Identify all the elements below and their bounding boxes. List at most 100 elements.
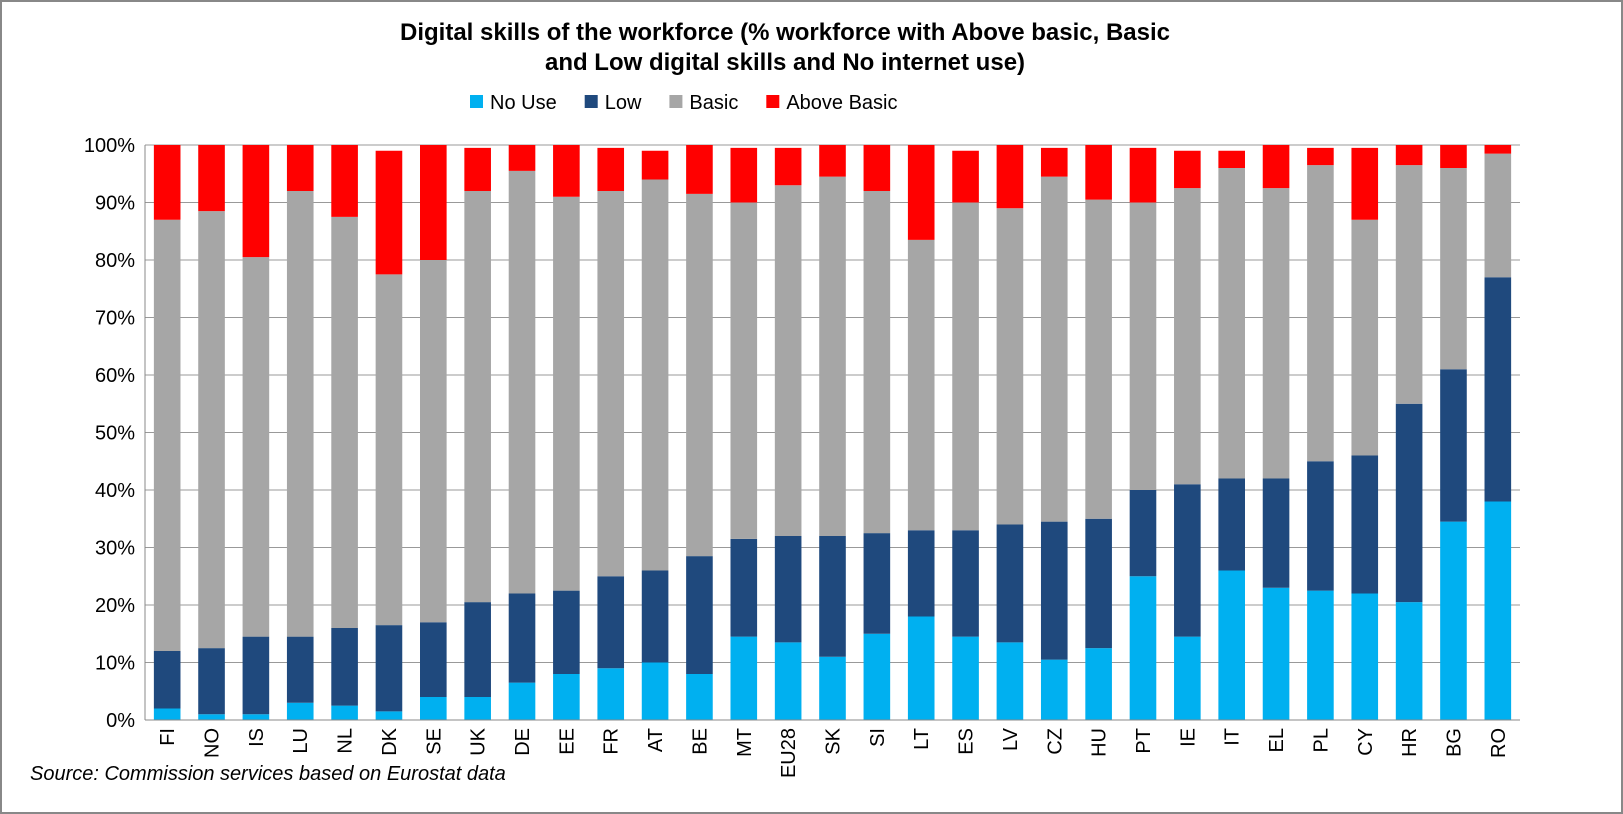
x-tick-label: IE: [1177, 728, 1199, 747]
bar-segment: [508, 170, 536, 594]
x-tick-label: BG: [1443, 728, 1465, 757]
bar-segment: [774, 147, 802, 186]
bar-segment: [1484, 501, 1512, 720]
bar-segment: [375, 711, 403, 720]
bar-segment: [730, 147, 758, 203]
bar-segment: [420, 260, 447, 623]
bar-segment: [198, 211, 225, 649]
x-tick-label: CY: [1355, 728, 1377, 756]
bar-segment: [286, 636, 314, 703]
bar-segment: [1262, 587, 1290, 720]
bar-segment: [420, 697, 447, 720]
bar-segment: [819, 145, 846, 177]
bar-segment: [641, 662, 669, 720]
bar-segment: [774, 642, 802, 720]
y-tick-label: 70%: [95, 308, 135, 330]
bar-segment: [464, 191, 491, 603]
bar-segment: [641, 570, 669, 663]
bar-segment: [1218, 478, 1245, 571]
bar-segment: [1129, 576, 1157, 720]
bar-segment: [1440, 145, 1467, 168]
bar-segment: [1351, 147, 1379, 220]
y-tick-label: 20%: [95, 595, 135, 617]
bar-segment: [952, 202, 979, 531]
bar-segment: [1040, 659, 1068, 720]
bar-segment: [1395, 602, 1423, 720]
bar-segment: [464, 697, 491, 720]
x-tick-label: EU28: [778, 728, 800, 778]
bar-segment: [1085, 145, 1112, 200]
x-tick-label: DK: [379, 727, 401, 755]
bar-segment: [553, 674, 580, 720]
x-tick-label: PL: [1310, 728, 1332, 752]
bar-segment: [774, 536, 802, 643]
bar-segment: [1484, 277, 1512, 502]
bar-segment: [730, 202, 758, 539]
legend-swatch: [470, 95, 483, 108]
x-tick-label: NL: [335, 728, 357, 754]
bar-segment: [597, 191, 625, 577]
bar-segment: [597, 576, 625, 669]
bar-segment: [1395, 403, 1423, 603]
chart-title: and Low digital skills and No internet u…: [545, 49, 1025, 76]
bar-segment: [819, 656, 846, 720]
bar-segment: [730, 636, 758, 720]
y-tick-label: 40%: [95, 480, 135, 502]
bar-segment: [996, 524, 1024, 643]
x-tick-label: DE: [512, 728, 534, 756]
y-tick-label: 30%: [95, 538, 135, 560]
bar-segment: [641, 150, 669, 180]
bar-segment: [1262, 145, 1290, 189]
legend-swatch: [766, 95, 780, 108]
bar-segment: [952, 150, 979, 203]
bar-segment: [774, 185, 802, 536]
bar-segment: [198, 145, 225, 212]
bar-segment: [819, 176, 846, 536]
bar-segment: [198, 714, 225, 720]
bar-segment: [863, 633, 891, 720]
bar-segment: [1129, 202, 1157, 490]
y-tick-label: 100%: [84, 135, 135, 157]
bar-segment: [907, 616, 935, 720]
bar-segment: [508, 593, 536, 683]
bar-segment: [1262, 478, 1290, 588]
bar-segment: [420, 622, 447, 697]
bar-segment: [1307, 165, 1334, 462]
bar-segment: [1351, 455, 1379, 594]
bar-segment: [153, 708, 181, 720]
bar-segment: [597, 668, 625, 720]
x-tick-label: FI: [157, 728, 179, 746]
bar-segment: [242, 257, 270, 637]
bar-segment: [1351, 593, 1379, 720]
bar-segment: [420, 145, 447, 260]
bar-segment: [686, 556, 713, 674]
bar-segment: [996, 642, 1024, 720]
bar-segment: [242, 714, 270, 720]
x-tick-label: FR: [601, 728, 623, 755]
bar-segment: [198, 648, 225, 715]
bar-segment: [1218, 150, 1245, 168]
bar-segment: [153, 219, 181, 651]
bar-segment: [1085, 518, 1112, 649]
bar-segment: [863, 191, 891, 534]
bar-segment: [996, 208, 1024, 525]
bar-segment: [286, 191, 314, 637]
bar-segment: [375, 274, 403, 626]
bar-segment: [730, 538, 758, 637]
x-tick-label: SK: [823, 727, 845, 754]
bar-segment: [242, 636, 270, 715]
bar-segment: [863, 533, 891, 634]
bar-segment: [952, 636, 979, 720]
bar-segment: [464, 602, 491, 697]
bar-segment: [1174, 150, 1201, 189]
bar-segment: [331, 628, 358, 706]
legend-label: No Use: [490, 92, 557, 114]
bar-segment: [286, 702, 314, 720]
x-tick-label: MT: [734, 728, 756, 757]
bar-segment: [331, 705, 358, 720]
x-tick-label: AT: [645, 728, 667, 752]
legend-swatch: [584, 95, 598, 108]
bar-segment: [153, 145, 181, 220]
bar-segment: [1085, 199, 1112, 519]
